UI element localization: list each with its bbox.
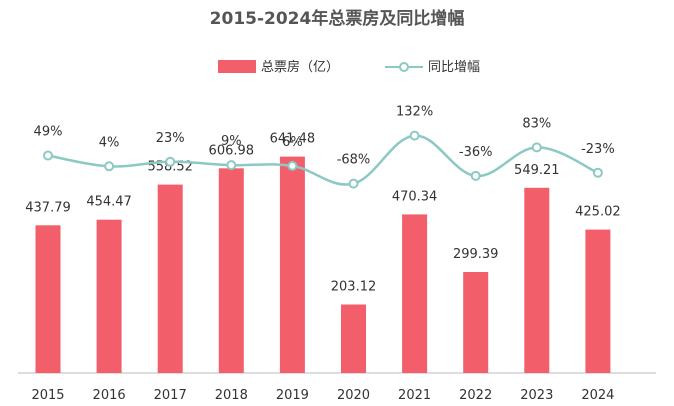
growth-label-2024: -23% — [581, 142, 615, 157]
growth-point-2016 — [104, 161, 115, 172]
bar-value-label-2022: 299.39 — [453, 247, 499, 262]
growth-label-2021: 132% — [396, 105, 433, 120]
growth-value-labels: 49% 4% 23% 9% 6% -68% 132% -36% 83% -23% — [34, 105, 615, 168]
bar-2023 — [524, 187, 550, 373]
x-tick-2016: 2016 — [93, 388, 126, 403]
legend: 总票房（亿） 同比增幅 — [218, 59, 480, 75]
bar-2016 — [96, 219, 122, 373]
growth-point-2019 — [287, 160, 298, 171]
x-axis-ticks: 2015 2016 2017 2018 2019 2020 2021 2022 2023 2024 — [31, 388, 614, 403]
growth-point-2022 — [470, 170, 481, 181]
growth-label-2018: 9% — [221, 134, 242, 149]
bar-2015 — [35, 225, 61, 373]
bar-2017 — [157, 184, 183, 373]
growth-point-2018 — [226, 160, 237, 171]
bar-value-labels: 437.79 454.47558.52606.98641.48203.12470.… — [25, 132, 620, 295]
chart-title: 2015-2024年总票房及同比增幅 — [210, 8, 465, 29]
bar-2024 — [585, 229, 611, 373]
bar-value-label-2024: 425.02 — [575, 205, 621, 220]
growth-points — [43, 130, 603, 189]
bar-2021 — [402, 214, 428, 373]
bar-series — [35, 156, 611, 373]
bar-2020 — [341, 304, 366, 373]
bar-value-label-2019: 641.48 — [270, 132, 316, 147]
x-tick-2021: 2021 — [398, 388, 431, 403]
legend-bar-label: 总票房（亿） — [261, 59, 339, 75]
bar-value-label-2023: 549.21 — [514, 163, 560, 178]
growth-line — [47, 134, 599, 186]
x-tick-2020: 2020 — [337, 388, 370, 403]
legend-line-marker — [399, 62, 409, 72]
growth-label-2017: 23% — [156, 131, 185, 146]
x-tick-2024: 2024 — [581, 388, 614, 403]
bar-value-label-2018: 606.98 — [209, 143, 255, 158]
x-tick-2019: 2019 — [276, 388, 309, 403]
growth-label-2016: 4% — [99, 135, 120, 150]
growth-label-2023: 83% — [522, 116, 551, 131]
legend-line-label: 同比增幅 — [428, 60, 480, 75]
growth-label-2022: -36% — [459, 145, 493, 160]
x-tick-2015: 2015 — [31, 388, 64, 403]
legend-bar-swatch — [218, 60, 256, 73]
growth-label-2015: 49% — [34, 125, 63, 140]
growth-point-2021 — [409, 130, 420, 141]
bar-value-label-2021: 470.34 — [392, 189, 438, 204]
x-tick-2023: 2023 — [520, 388, 553, 403]
growth-point-2023 — [531, 142, 542, 153]
growth-point-2015 — [43, 150, 53, 161]
bar-2019 — [279, 156, 305, 373]
growth-point-2024 — [592, 167, 603, 178]
bar-value-label-2020: 203.12 — [331, 280, 377, 295]
growth-point-2017 — [165, 156, 176, 167]
x-tick-2018: 2018 — [215, 388, 248, 403]
x-tick-2022: 2022 — [459, 388, 492, 403]
bar-2022 — [463, 272, 489, 373]
bar-2018 — [218, 168, 244, 373]
growth-point-2020 — [348, 178, 359, 189]
x-tick-2017: 2017 — [154, 388, 187, 403]
growth-label-2019: 6% — [282, 135, 303, 150]
growth-label-2020: -68% — [337, 153, 371, 168]
bar-value-label-2016: 454.47 — [86, 195, 132, 210]
bar-value-label-2015: 437.79 — [25, 200, 71, 215]
